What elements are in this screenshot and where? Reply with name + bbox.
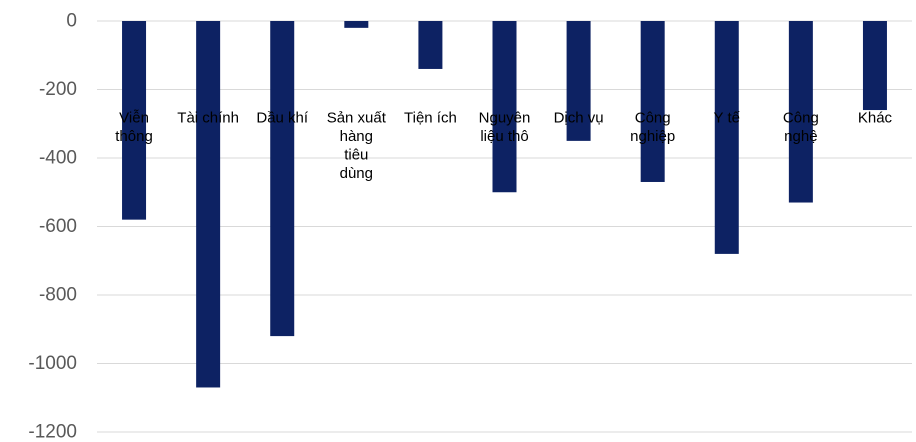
category-label: Sản xuất hàng tiêu dùng — [327, 110, 387, 183]
y-tick-label: -800 — [39, 285, 77, 306]
y-axis-tick-labels: 0 -200 -400 -600 -800 -1000 -1200 — [28, 11, 77, 442]
bars — [122, 21, 887, 388]
bar — [196, 21, 221, 388]
bar — [270, 21, 295, 337]
category-label: Viễn thông — [115, 110, 153, 146]
category-label: Nguyên liệu thô — [479, 110, 531, 146]
y-tick-label: -400 — [39, 148, 77, 169]
bar — [788, 21, 813, 203]
y-tick-label: 0 — [66, 11, 77, 32]
category-label: Dầu khí — [256, 110, 309, 127]
category-label: Công nghiệp — [630, 110, 675, 146]
y-tick-label: -1200 — [28, 422, 77, 442]
bar — [640, 21, 665, 182]
bar — [862, 21, 887, 111]
category-label: Công nghệ — [783, 110, 819, 146]
y-tick-label: -200 — [39, 79, 77, 100]
category-label: Dịch vụ — [554, 110, 604, 127]
bar — [418, 21, 443, 69]
y-tick-label: -1000 — [28, 353, 77, 374]
bar — [714, 21, 739, 254]
category-labels: Viễn thông Tài chính Dầu khí Sản xuất hàng tiê… — [115, 110, 892, 183]
bar — [492, 21, 517, 193]
category-label: Y tế — [714, 110, 741, 127]
category-label: Tài chính — [177, 110, 239, 127]
category-label: Khác — [858, 110, 893, 127]
bar — [566, 21, 591, 141]
y-tick-label: -600 — [39, 216, 77, 237]
bar — [344, 21, 369, 28]
category-label: Tiện ích — [404, 110, 457, 127]
bar — [122, 21, 147, 220]
